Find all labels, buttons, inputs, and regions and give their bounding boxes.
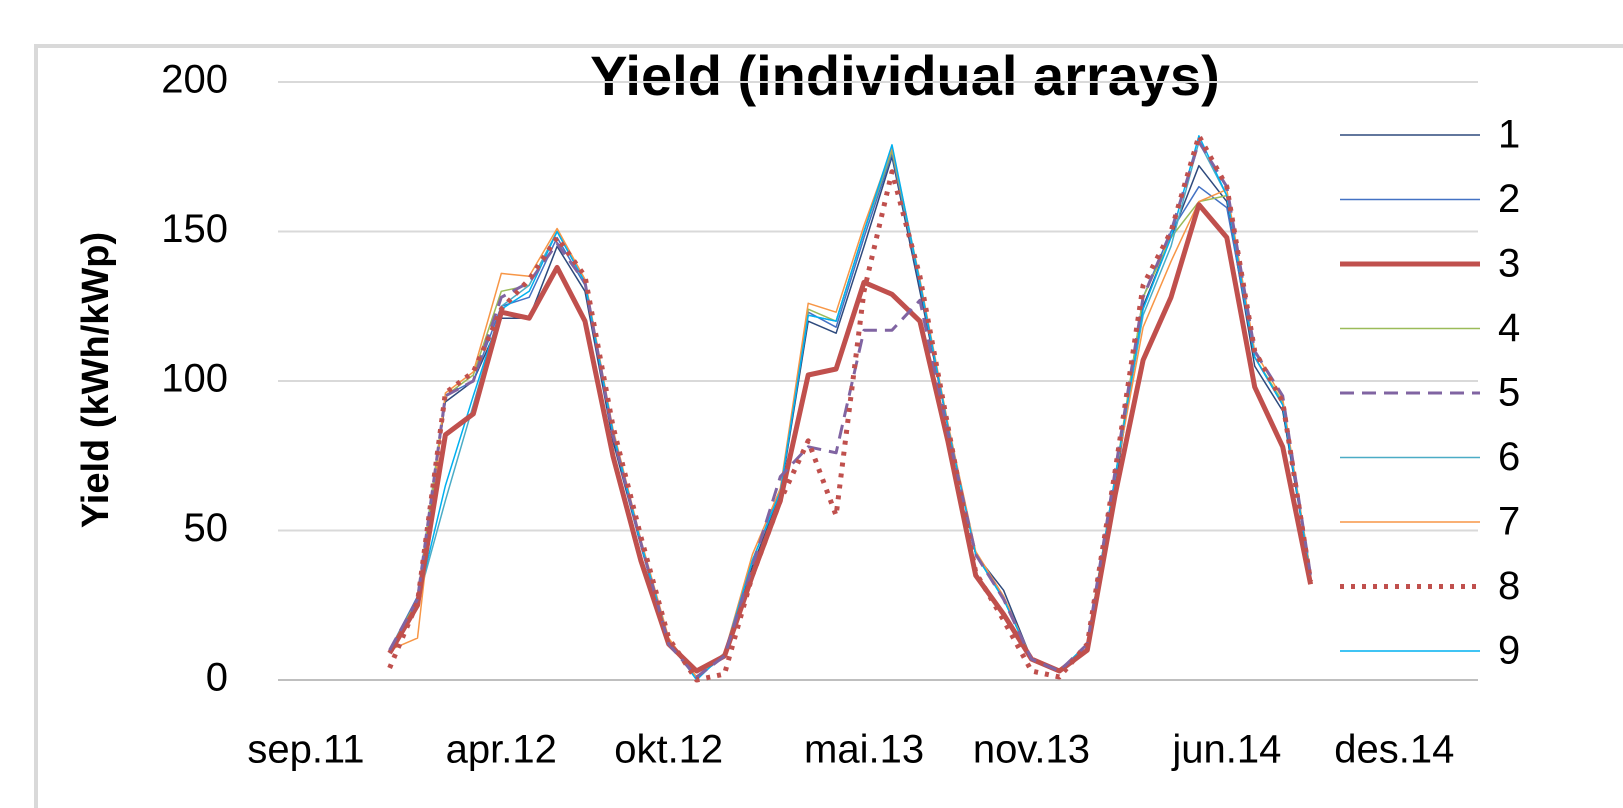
legend-label: 5 bbox=[1498, 371, 1520, 415]
y-tick-label: 0 bbox=[206, 656, 228, 700]
legend-label: 1 bbox=[1498, 113, 1520, 157]
x-tick-label: mai.13 bbox=[804, 728, 924, 772]
series-line bbox=[387, 133, 1314, 683]
y-tick-label: 200 bbox=[161, 58, 228, 102]
legend-label: 7 bbox=[1498, 500, 1520, 544]
y-tick-label: 50 bbox=[184, 506, 229, 550]
legend-label: 9 bbox=[1498, 629, 1520, 673]
legend-label: 2 bbox=[1498, 177, 1520, 221]
y-tick-label: 150 bbox=[161, 207, 228, 251]
x-tick-label: des.14 bbox=[1334, 728, 1454, 772]
series-line bbox=[388, 135, 1312, 681]
x-tick-label: jun.14 bbox=[1171, 728, 1281, 772]
series-line bbox=[387, 202, 1314, 674]
series-line bbox=[389, 147, 1312, 678]
x-tick-label: sep.11 bbox=[247, 728, 364, 772]
legend-label: 3 bbox=[1498, 242, 1520, 286]
y-axis-label: Yield (kWh/kWp) bbox=[75, 232, 117, 528]
y-tick-label: 100 bbox=[161, 357, 228, 401]
legend-label: 4 bbox=[1498, 306, 1520, 350]
x-tick-label: okt.12 bbox=[614, 728, 723, 772]
chart-title: Yield (individual arrays) bbox=[590, 44, 1220, 107]
chart-frame bbox=[34, 44, 1623, 808]
legend-label: 6 bbox=[1498, 435, 1520, 479]
series-line bbox=[388, 140, 1313, 679]
x-tick-label: apr.12 bbox=[446, 728, 557, 772]
legend-label: 8 bbox=[1498, 564, 1520, 608]
x-tick-label: nov.13 bbox=[973, 728, 1090, 772]
